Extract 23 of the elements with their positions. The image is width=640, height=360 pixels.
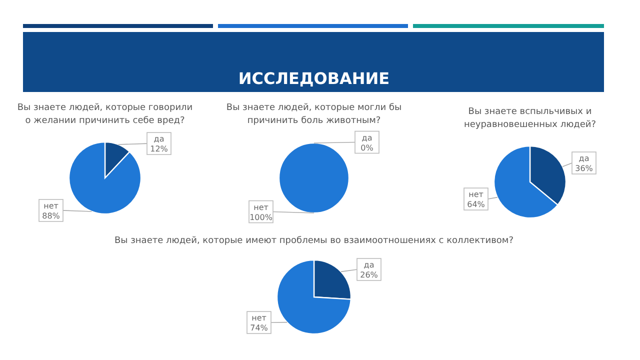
chart-title: Вы знаете людей, которые имеют проблемы во взаимоотношениях с коллективом? [114, 236, 514, 246]
pie-slice [276, 259, 352, 335]
pie-slice [68, 141, 142, 215]
slice-label: да [154, 134, 164, 144]
chart-title: Вы знаете вспыльчивых и неуравновешенных людей? [464, 107, 596, 130]
text: 0% [360, 143, 374, 152]
slice-label: да [578, 154, 590, 163]
data-label: 36% [575, 164, 594, 173]
chart-title: Вы знаете людей, которые могли бы причинить боль животным? [226, 103, 402, 126]
slice-label: нет [44, 201, 59, 210]
data-label: 26% [360, 270, 378, 280]
slice-label: нет [468, 190, 484, 200]
data-label: 100% [250, 212, 273, 222]
slice-label: нет [254, 202, 269, 212]
slice-label: да [364, 260, 374, 270]
data-label: 74% [250, 324, 268, 333]
text: ИССЛЕДОВАНИЕ [238, 69, 390, 88]
data-label: 64% [467, 200, 486, 210]
data-label: 12% [150, 144, 168, 154]
data-label: 88% [42, 211, 60, 220]
slice-label: нет [252, 314, 267, 323]
chart-title: Вы знаете людей, которые говорили о желании причинить себе вред? [17, 103, 193, 126]
category-label: да [362, 133, 372, 142]
